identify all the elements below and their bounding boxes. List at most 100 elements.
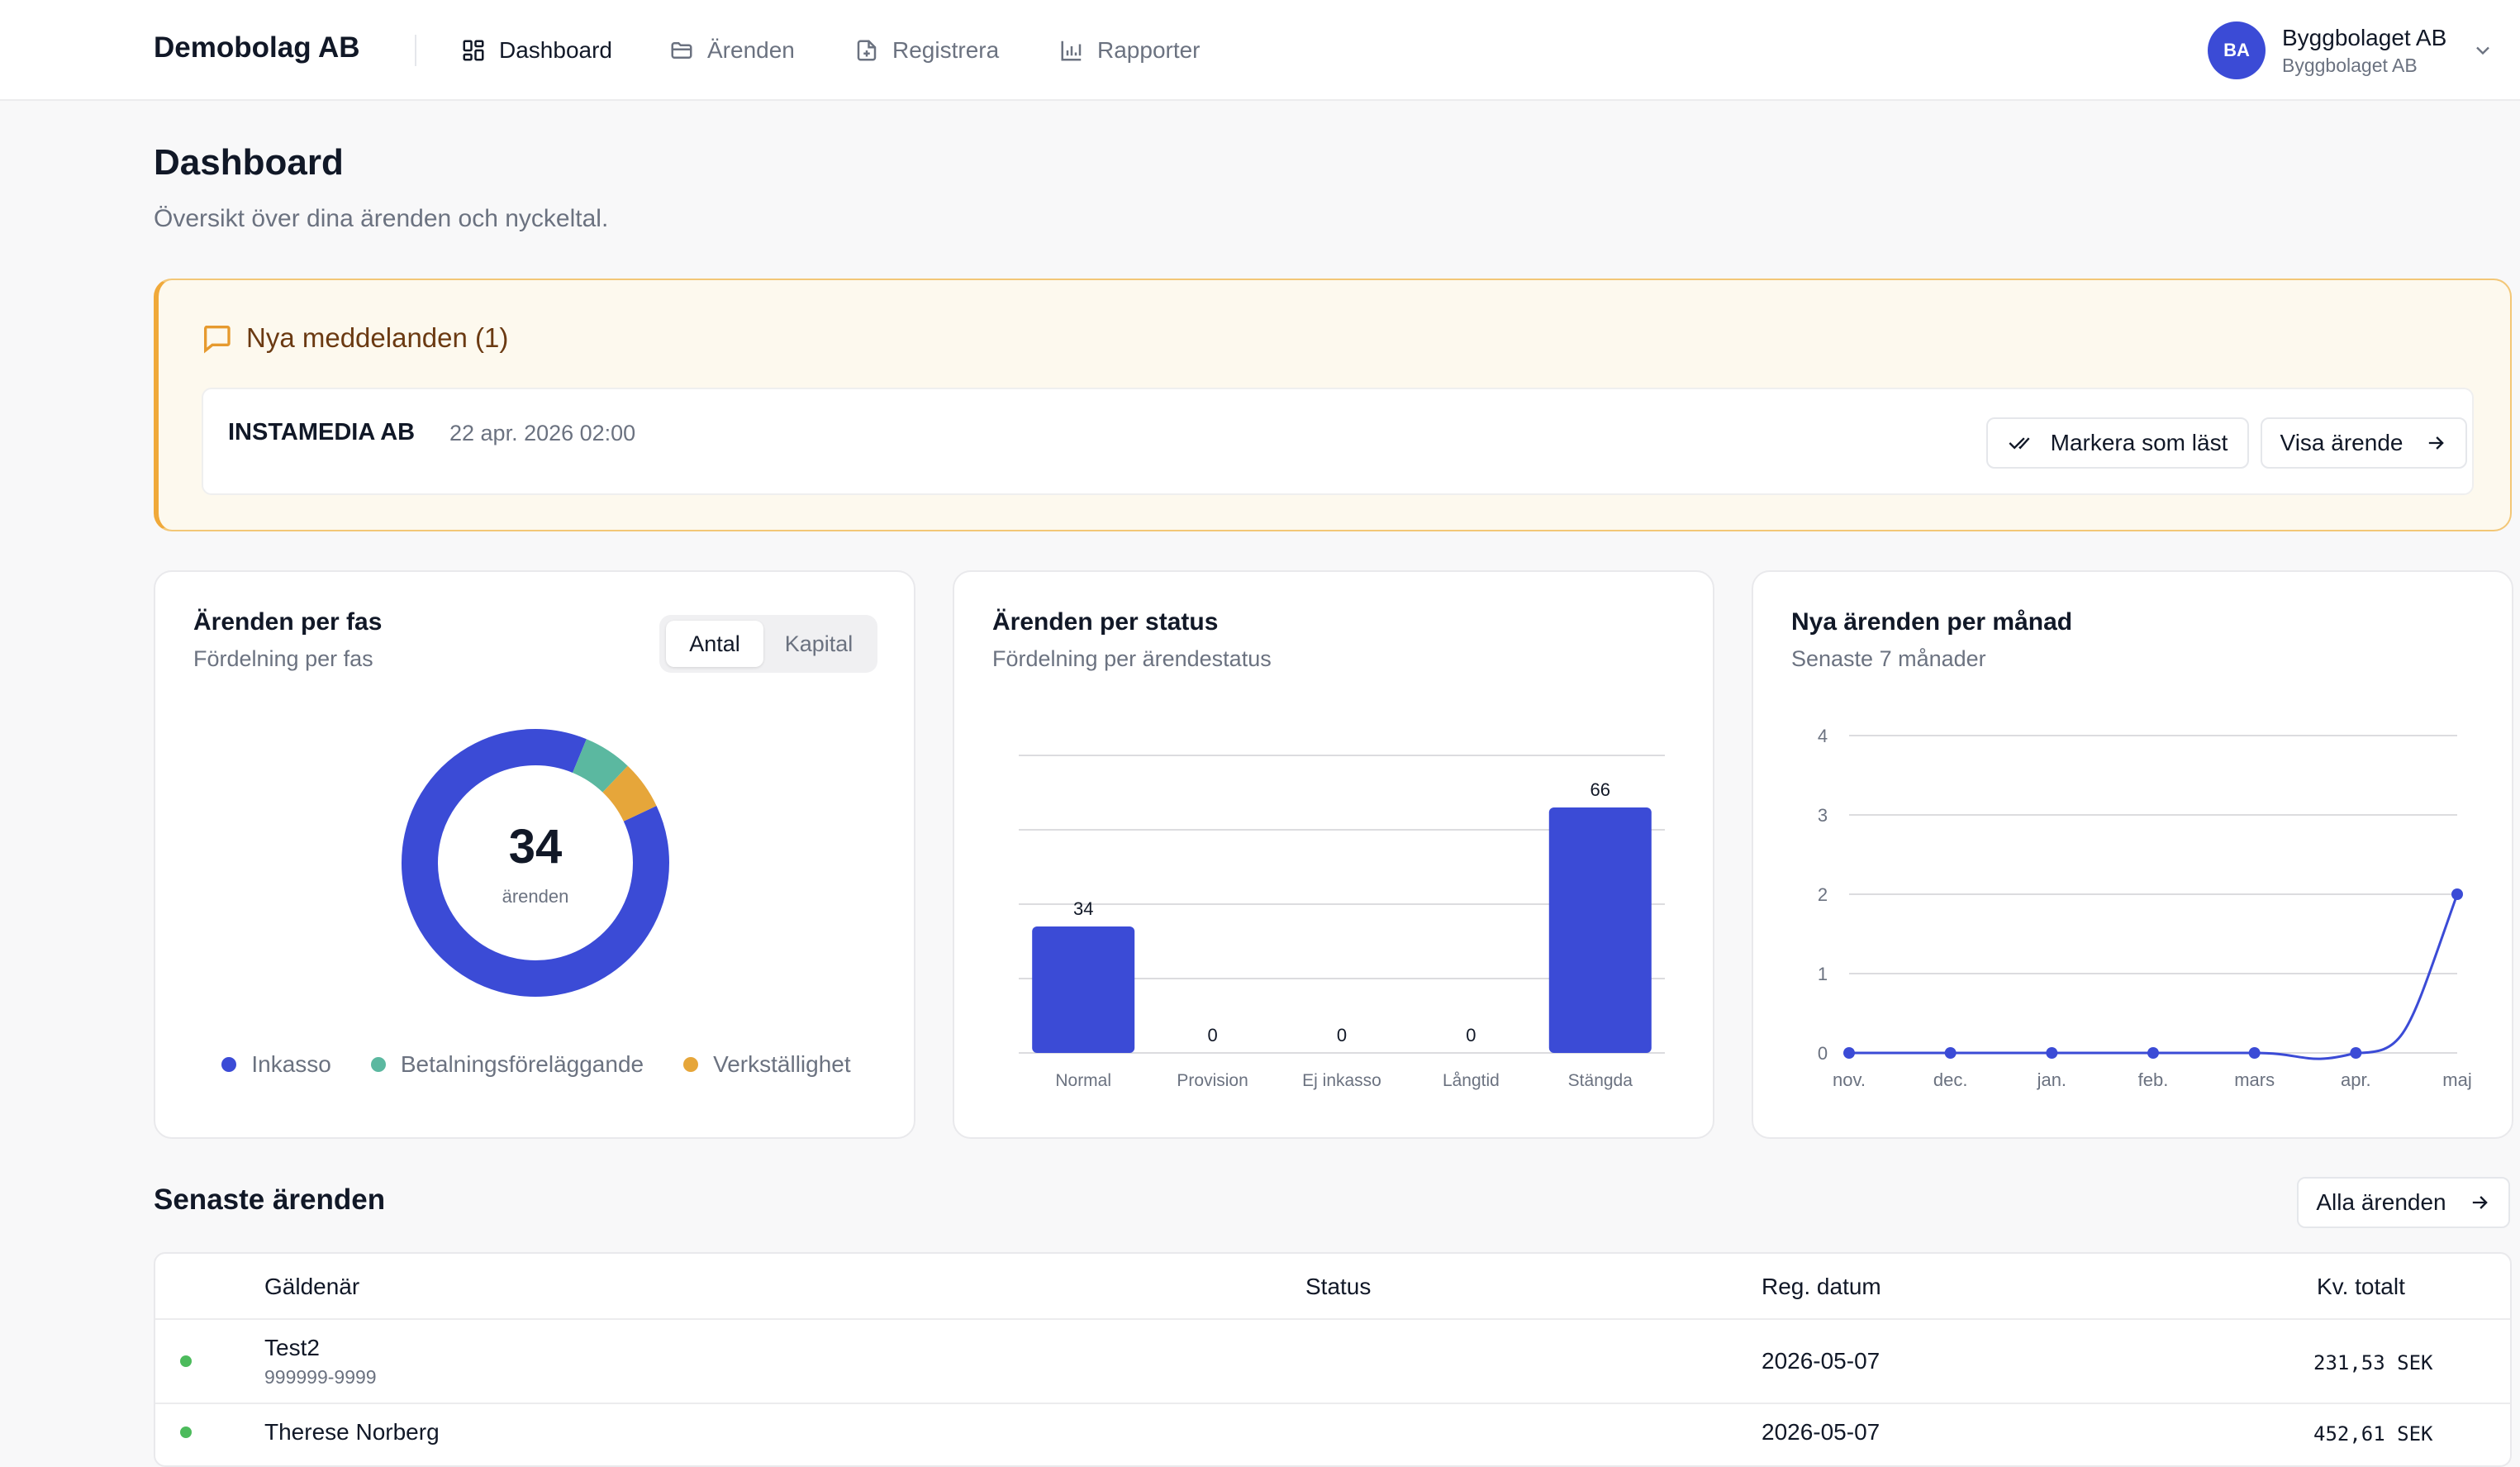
legend-label: Verkställighet	[713, 1051, 851, 1077]
x-tick-label: Provision	[1177, 1071, 1248, 1090]
all-cases-button[interactable]: Alla ärenden	[2297, 1177, 2510, 1228]
data-point	[2147, 1047, 2159, 1059]
user-menu[interactable]: BA Byggbolaget AB Byggbolaget AB	[2208, 20, 2494, 81]
x-tick-label: feb.	[2138, 1069, 2169, 1090]
x-tick-label: Stängda	[1568, 1071, 1633, 1090]
donut-center-label: ärenden	[502, 886, 569, 907]
double-check-icon	[2009, 437, 2030, 450]
column-header-status[interactable]: Status	[1305, 1274, 1372, 1299]
nav-item-rapporter[interactable]: Rapporter	[1059, 31, 1201, 69]
legend-item-inkasso: Inkasso	[221, 1051, 331, 1078]
status-chart-card: Ärenden per status Fördelning per ärende…	[953, 570, 1714, 1139]
nav-item-label: Registrera	[892, 37, 1000, 63]
toggle-antal[interactable]: Antal	[666, 621, 763, 667]
top-navigation-bar: Demobolag AB Dashboard Ärenden Registrer…	[0, 0, 2520, 101]
legend-label: Betalningsföreläggande	[400, 1051, 644, 1077]
column-header-reg-date[interactable]: Reg. datum	[1762, 1274, 1881, 1299]
debtor-name[interactable]: Therese Norberg	[264, 1419, 440, 1445]
x-tick-label: mars	[2234, 1069, 2275, 1090]
mark-as-read-button[interactable]: Markera som läst	[1986, 417, 2249, 469]
reg-date: 2026-05-07	[1762, 1348, 1880, 1374]
legend-item-betalningsforelaggande: Betalningsföreläggande	[370, 1051, 644, 1078]
bar-value-label: 0	[1207, 1025, 1217, 1045]
y-tick-label: 0	[1818, 1043, 1828, 1064]
messages-header: Nya meddelanden (1)	[200, 322, 508, 355]
donut-slices	[402, 729, 669, 997]
recent-cases-table: Gäldenär Status Reg. datum Kv. totalt Te…	[154, 1252, 2512, 1467]
data-point	[2451, 888, 2463, 900]
message-sender: INSTAMEDIA AB	[228, 419, 416, 445]
phase-toggle: Antal Kapital	[659, 615, 877, 673]
monthly-line-chart: 0 1 2 3 4 nov. dec. jan. feb. mars apr. maj	[1818, 726, 2472, 1090]
column-header-total[interactable]: Kv. totalt	[2317, 1274, 2405, 1299]
avatar: BA	[2208, 21, 2266, 79]
series-line	[1848, 893, 2459, 1060]
bar-chart-icon	[1061, 40, 1082, 61]
bar-0	[1032, 926, 1135, 1053]
brand-name[interactable]: Demobolag AB	[154, 31, 360, 64]
nav-item-dashboard[interactable]: Dashboard	[461, 31, 612, 69]
table-row[interactable]: Therese Norberg 2026-05-07 452,61 SEK	[155, 1404, 2510, 1462]
x-tick-label: Normal	[1055, 1071, 1111, 1090]
status-bar-chart: 34 Normal 0 Provision 0 Ej inkasso 0 Långtid 66 S…	[1019, 755, 1665, 1090]
nav-item-label: Dashboard	[499, 37, 612, 63]
card-subtitle: Fördelning per fas	[193, 646, 373, 671]
page-title: Dashboard	[154, 142, 344, 183]
data-point	[2248, 1047, 2261, 1059]
debtor-id: 999999-9999	[264, 1366, 377, 1388]
nav-item-registrera[interactable]: Registrera	[854, 31, 999, 69]
data-point	[2350, 1047, 2362, 1059]
chevron-down-icon	[2476, 46, 2490, 55]
y-tick-label: 1	[1818, 964, 1828, 984]
mark-as-read-label: Markera som läst	[2050, 430, 2228, 455]
legend-dot	[683, 1057, 699, 1072]
bar-value-label: 66	[1590, 779, 1610, 800]
debtor-name[interactable]: Test2	[264, 1335, 320, 1360]
card-title: Ärenden per fas	[193, 608, 383, 636]
dashboard-grid-icon	[463, 40, 484, 61]
all-cases-label: Alla ärenden	[2316, 1189, 2446, 1215]
card-title: Ärenden per status	[992, 608, 1219, 636]
messages-title: Nya meddelanden (1)	[246, 322, 509, 353]
x-tick-label: dec.	[1933, 1069, 1968, 1090]
status-dot	[180, 1355, 192, 1367]
legend-label: Inkasso	[251, 1051, 331, 1077]
message-item[interactable]: INSTAMEDIA AB 22 apr. 2026 02:00 Markera…	[202, 388, 2474, 495]
nav-item-arenden[interactable]: Ärenden	[669, 31, 795, 69]
toggle-kapital[interactable]: Kapital	[784, 631, 853, 656]
table-row[interactable]: Test2 999999-9999 2026-05-07 231,53 SEK	[155, 1320, 2510, 1403]
y-tick-label: 4	[1818, 726, 1828, 746]
data-point	[1843, 1047, 1855, 1059]
x-tick-label: jan.	[2037, 1069, 2066, 1090]
folder-icon	[671, 42, 692, 59]
y-tick-label: 2	[1818, 884, 1828, 905]
message-timestamp: 22 apr. 2026 02:00	[449, 421, 636, 445]
x-tick-label: apr.	[2341, 1069, 2371, 1090]
donut-slice-verkstallighet	[601, 765, 657, 822]
file-plus-icon	[857, 40, 877, 61]
bar-value-label: 0	[1337, 1025, 1347, 1045]
user-name: Byggbolaget AB	[2282, 24, 2447, 50]
total-amount: 452,61 SEK	[2313, 1422, 2433, 1446]
card-subtitle: Senaste 7 månader	[1791, 646, 1986, 671]
user-company: Byggbolaget AB	[2282, 54, 2418, 76]
view-case-button[interactable]: Visa ärende	[2261, 417, 2467, 469]
nav-item-label: Rapporter	[1097, 37, 1201, 63]
column-header-debtor[interactable]: Gäldenär	[264, 1274, 360, 1299]
bar-value-label: 34	[1073, 898, 1093, 919]
arrow-right-icon	[2429, 436, 2445, 450]
x-tick-label: nov.	[1833, 1069, 1866, 1090]
card-title: Nya ärenden per månad	[1791, 608, 2073, 636]
row-divider	[155, 1403, 2510, 1404]
data-point	[2046, 1047, 2058, 1059]
nav-item-label: Ärenden	[707, 37, 795, 63]
legend-item-verkstallighet: Verkställighet	[683, 1051, 851, 1078]
card-subtitle: Fördelning per ärendestatus	[992, 646, 1272, 671]
status-dot	[180, 1427, 192, 1438]
recent-cases-title: Senaste ärenden	[154, 1184, 386, 1216]
x-tick-label: Långtid	[1443, 1071, 1500, 1090]
view-case-label: Visa ärende	[2280, 430, 2404, 455]
arrow-right-icon	[2472, 1196, 2488, 1209]
phase-donut-chart: 34 ärenden	[402, 729, 669, 997]
donut-slice-betalningsforelaggande	[572, 739, 628, 793]
